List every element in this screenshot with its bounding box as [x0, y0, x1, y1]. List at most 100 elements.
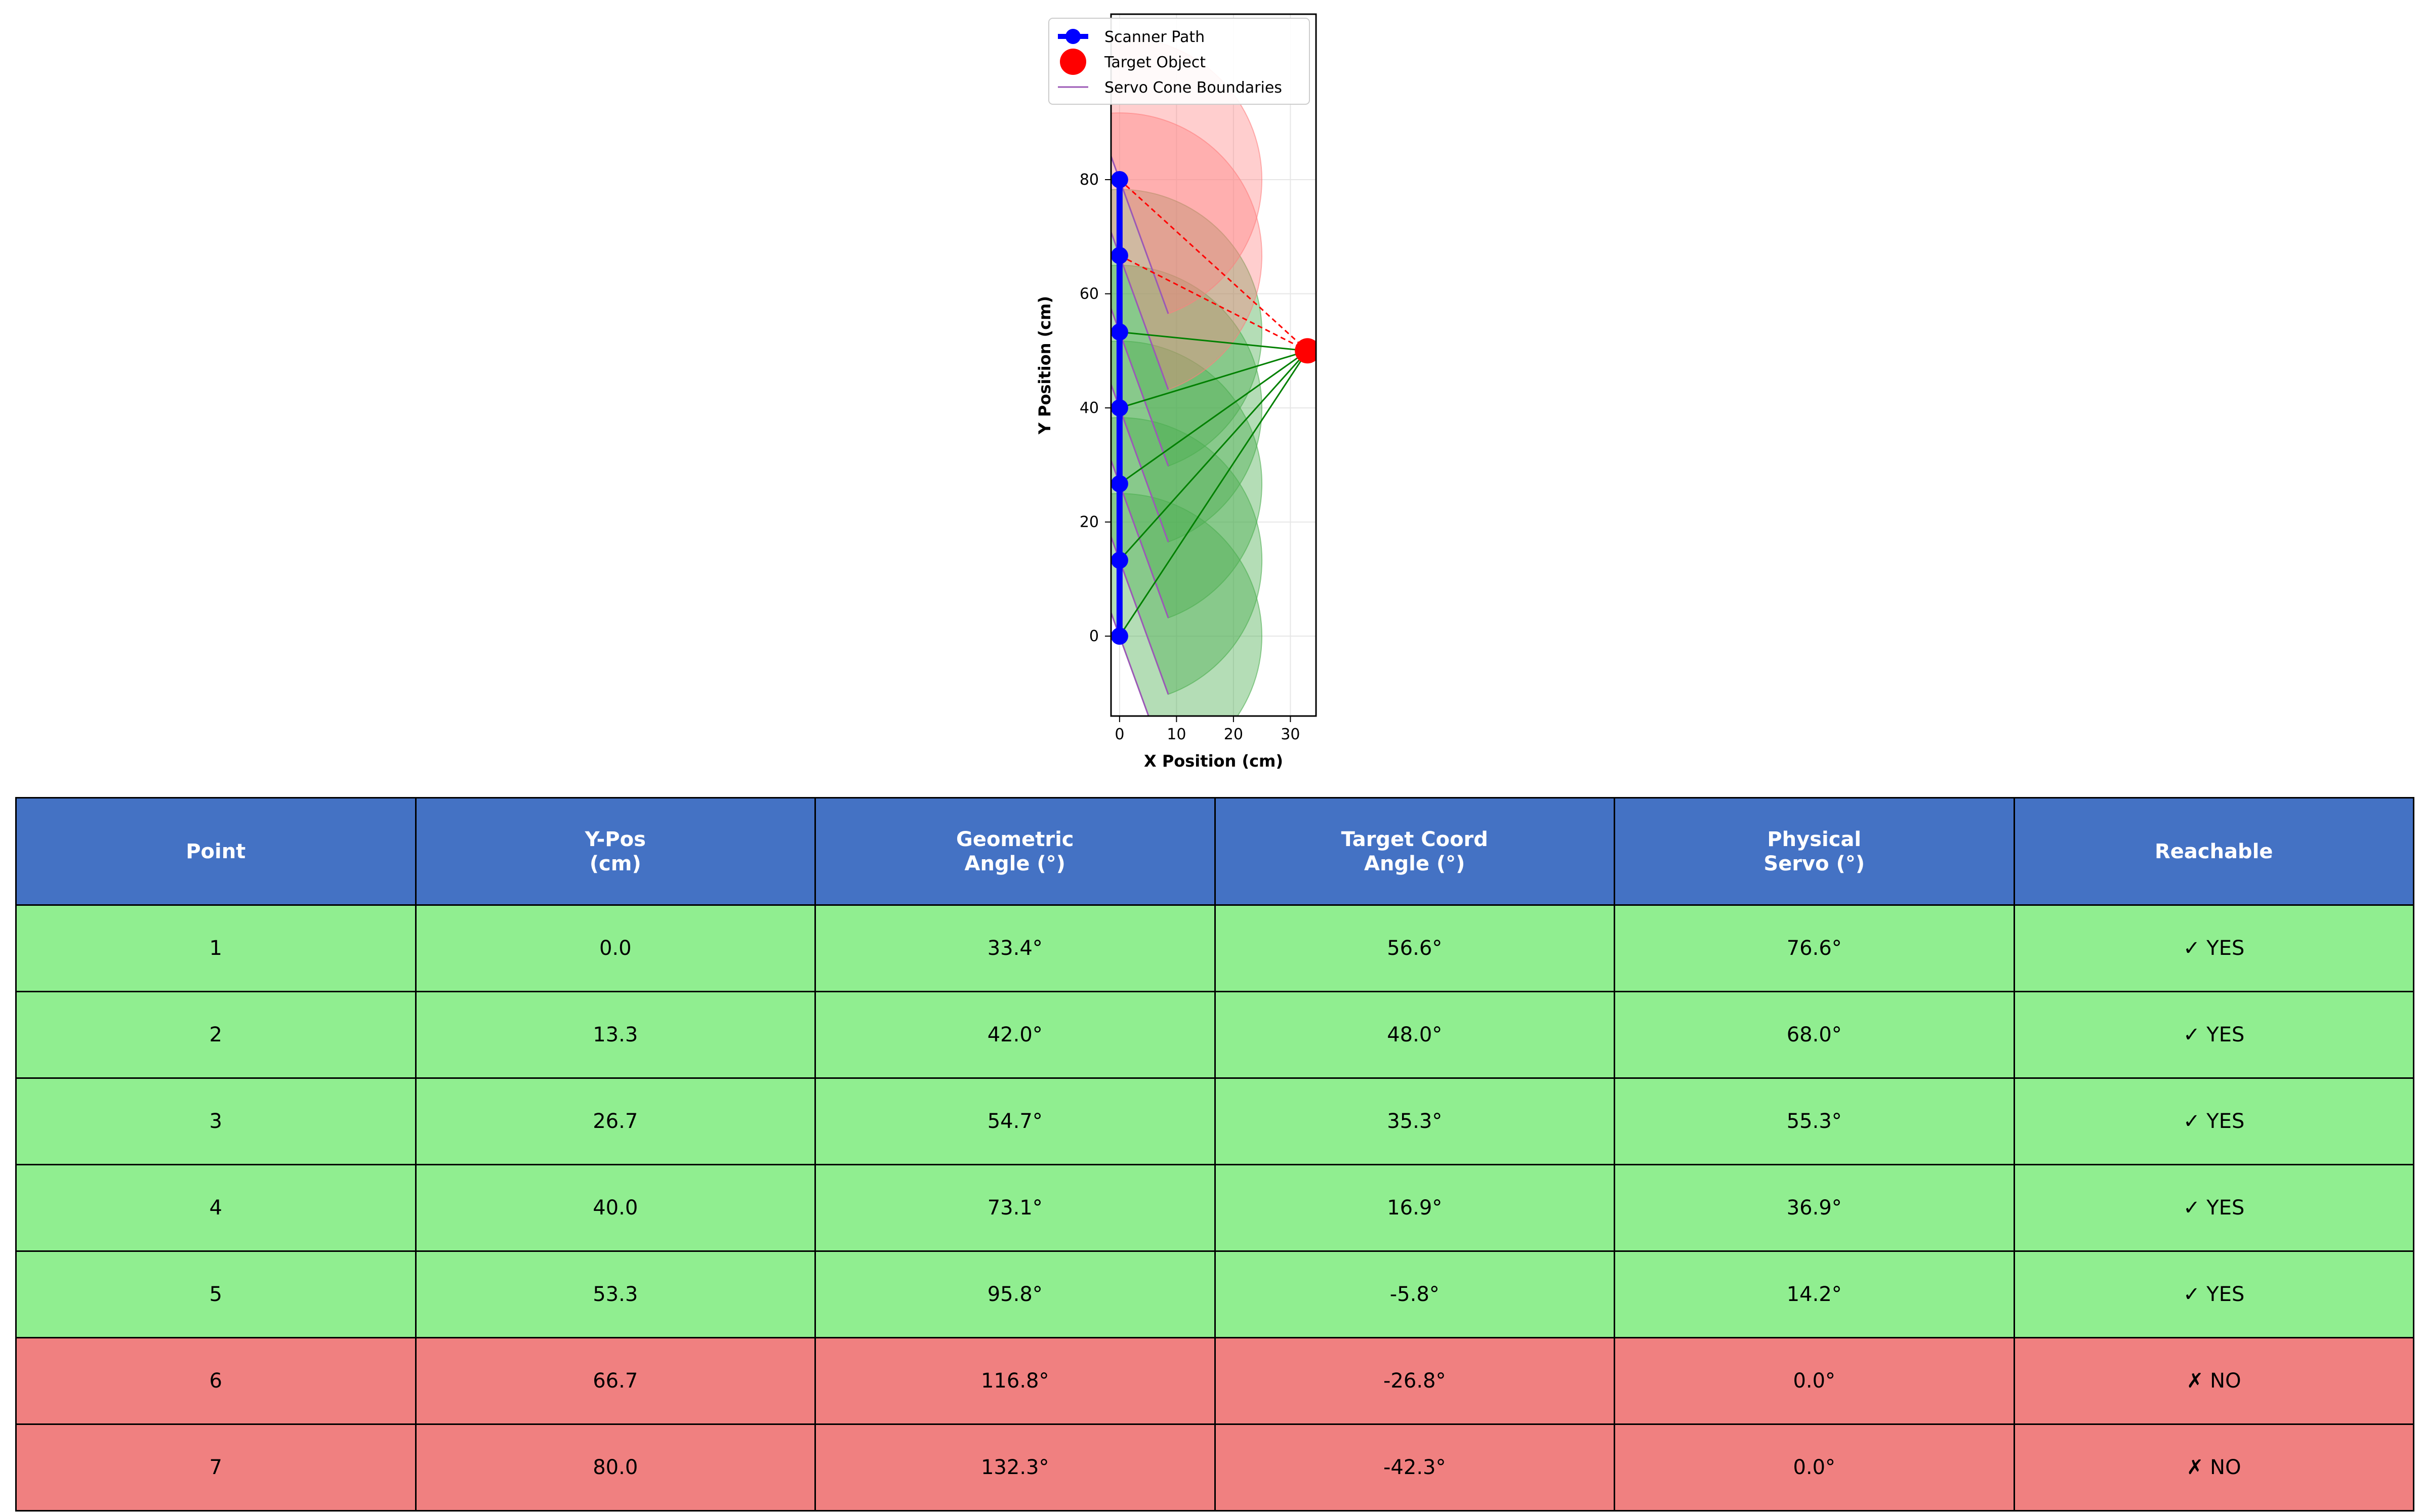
y-tick-label: 80: [1080, 171, 1099, 189]
table-cell: 76.6°: [1614, 904, 2015, 992]
x-axis-label: X Position (cm): [1144, 751, 1283, 771]
line-to-target: [1119, 350, 1308, 561]
table-header-row: Point Y-Pos (cm) Geometric Angle (°) Target…: [15, 797, 2414, 906]
scanner-point: [1111, 627, 1128, 645]
table-cell: ✓ YES: [2013, 1250, 2414, 1338]
column-header: Physical Servo (°): [1614, 797, 2015, 906]
table-cell: 13.3: [415, 991, 816, 1079]
y-tick-label: 60: [1080, 285, 1099, 303]
table-cell: 7: [15, 1423, 417, 1511]
y-tick-label: 0: [1089, 627, 1099, 645]
x-tick-label: 30: [1281, 726, 1300, 743]
legend-target-marker: [1060, 49, 1086, 75]
table-cell: 42.0°: [814, 991, 1216, 1079]
table-row: 1 0.0 33.4° 56.6° 76.6° ✓ YES: [15, 904, 2414, 992]
table-cell: 53.3: [415, 1250, 816, 1338]
table-cell: 132.3°: [814, 1423, 1216, 1511]
table-cell: 6: [15, 1337, 417, 1425]
column-header: Geometric Angle (°): [814, 797, 1216, 906]
table-row: 4 40.0 73.1° 16.9° 36.9° ✓ YES: [15, 1164, 2414, 1252]
table-cell: ✓ YES: [2013, 1077, 2414, 1165]
legend-entry-label: Target Object: [1104, 54, 1206, 71]
legend-box: [1048, 18, 1310, 105]
table-cell: 80.0: [415, 1423, 816, 1511]
table-cell: ✗ NO: [2013, 1337, 2414, 1425]
table-row: 5 53.3 95.8° -5.8° 14.2° ✓ YES: [15, 1250, 2414, 1338]
table-cell: 56.6°: [1214, 904, 1615, 992]
cone-boundary-line: [1119, 407, 1169, 542]
x-tick-label: 20: [1224, 726, 1243, 743]
line-to-target: [1119, 350, 1308, 485]
cone-boundary-line: [1119, 255, 1169, 390]
table-cell: 35.3°: [1214, 1077, 1615, 1165]
table-cell: 1: [15, 904, 417, 992]
table-cell: ✓ YES: [2013, 904, 2414, 992]
table-cell: 55.3°: [1614, 1077, 2015, 1165]
table-cell: 26.7: [415, 1077, 816, 1165]
plot-area: [1111, 36, 1316, 716]
table-cell: ✓ YES: [2013, 991, 2414, 1079]
y-axis-label: Y Position (cm): [1035, 296, 1054, 435]
servo-cone: [1111, 493, 1263, 716]
table-cell: 5: [15, 1250, 417, 1338]
table-cell: 0.0°: [1614, 1337, 2015, 1425]
table-cell: 40.0: [415, 1164, 816, 1252]
legend-scanner-path-marker: [1065, 29, 1081, 44]
line-to-target: [1119, 255, 1308, 352]
table-cell: -26.8°: [1214, 1337, 1615, 1425]
cone-boundary-line: [1119, 331, 1169, 467]
table-cell: 66.7: [415, 1337, 816, 1425]
servo-cone: [1111, 112, 1263, 391]
scanner-point: [1111, 475, 1128, 493]
results-table-container: Point Y-Pos (cm) Geometric Angle (°) Target…: [15, 797, 2414, 1511]
table-cell: 95.8°: [814, 1250, 1216, 1338]
scanner-point: [1111, 246, 1128, 264]
target-object-marker: [1295, 338, 1316, 364]
table-cell: 0.0: [415, 904, 816, 992]
table-row: 3 26.7 54.7° 35.3° 55.3° ✓ YES: [15, 1077, 2414, 1165]
legend-entry-label: Scanner Path: [1104, 28, 1205, 46]
table-cell: ✗ NO: [2013, 1423, 2414, 1511]
table-cell: 48.0°: [1214, 991, 1615, 1079]
y-tick-label: 40: [1080, 399, 1099, 417]
cone-boundary-line: [1119, 636, 1149, 716]
scanner-point: [1111, 171, 1128, 189]
table-cell: 14.2°: [1614, 1250, 2015, 1338]
y-tick-label: 20: [1080, 514, 1099, 531]
column-header: Reachable: [2013, 797, 2414, 906]
table-row: 7 80.0 132.3° -42.3° 0.0° ✗ NO: [15, 1423, 2414, 1511]
cone-boundary-line: [1119, 179, 1169, 314]
table-cell: ✓ YES: [2013, 1164, 2414, 1252]
column-header: Point: [15, 797, 417, 906]
scanner-point: [1111, 552, 1128, 569]
column-header: Y-Pos (cm): [415, 797, 816, 906]
table-row: 2 13.3 42.0° 48.0° 68.0° ✓ YES: [15, 991, 2414, 1079]
line-to-target: [1119, 331, 1308, 352]
table-cell: 16.9°: [1214, 1164, 1615, 1252]
table-cell: 4: [15, 1164, 417, 1252]
table-cell: 36.9°: [1614, 1164, 2015, 1252]
table-cell: 0.0°: [1614, 1423, 2015, 1511]
legend-entry-label: Servo Cone Boundaries: [1104, 79, 1282, 97]
table-cell: 54.7°: [814, 1077, 1216, 1165]
cone-boundary-line: [1119, 483, 1169, 618]
x-tick-label: 0: [1115, 726, 1124, 743]
table-cell: 68.0°: [1614, 991, 2015, 1079]
scanner-point: [1111, 323, 1128, 341]
line-to-target: [1119, 350, 1308, 637]
table-cell: -42.3°: [1214, 1423, 1615, 1511]
scanner-plot: 0 10 20 30 0 20 40 60 80 X Position (cm) Y Positio…: [1035, 13, 1317, 771]
cone-boundary-line: [1119, 560, 1169, 695]
table-body: 1 0.0 33.4° 56.6° 76.6° ✓ YES 2 13.3 42.0° 48.0° 6…: [15, 904, 2414, 1511]
table-row: 6 66.7 116.8° -26.8° 0.0° ✗ NO: [15, 1337, 2414, 1425]
table-cell: 73.1°: [814, 1164, 1216, 1252]
table-cell: 33.4°: [814, 904, 1216, 992]
scanner-point: [1111, 399, 1128, 417]
table-cell: 3: [15, 1077, 417, 1165]
line-to-target: [1119, 350, 1308, 409]
axes-frame: [1110, 13, 1317, 717]
table-cell: -5.8°: [1214, 1250, 1615, 1338]
x-tick-label: 10: [1167, 726, 1186, 743]
column-header: Target Coord Angle (°): [1214, 797, 1615, 906]
table-cell: 116.8°: [814, 1337, 1216, 1425]
